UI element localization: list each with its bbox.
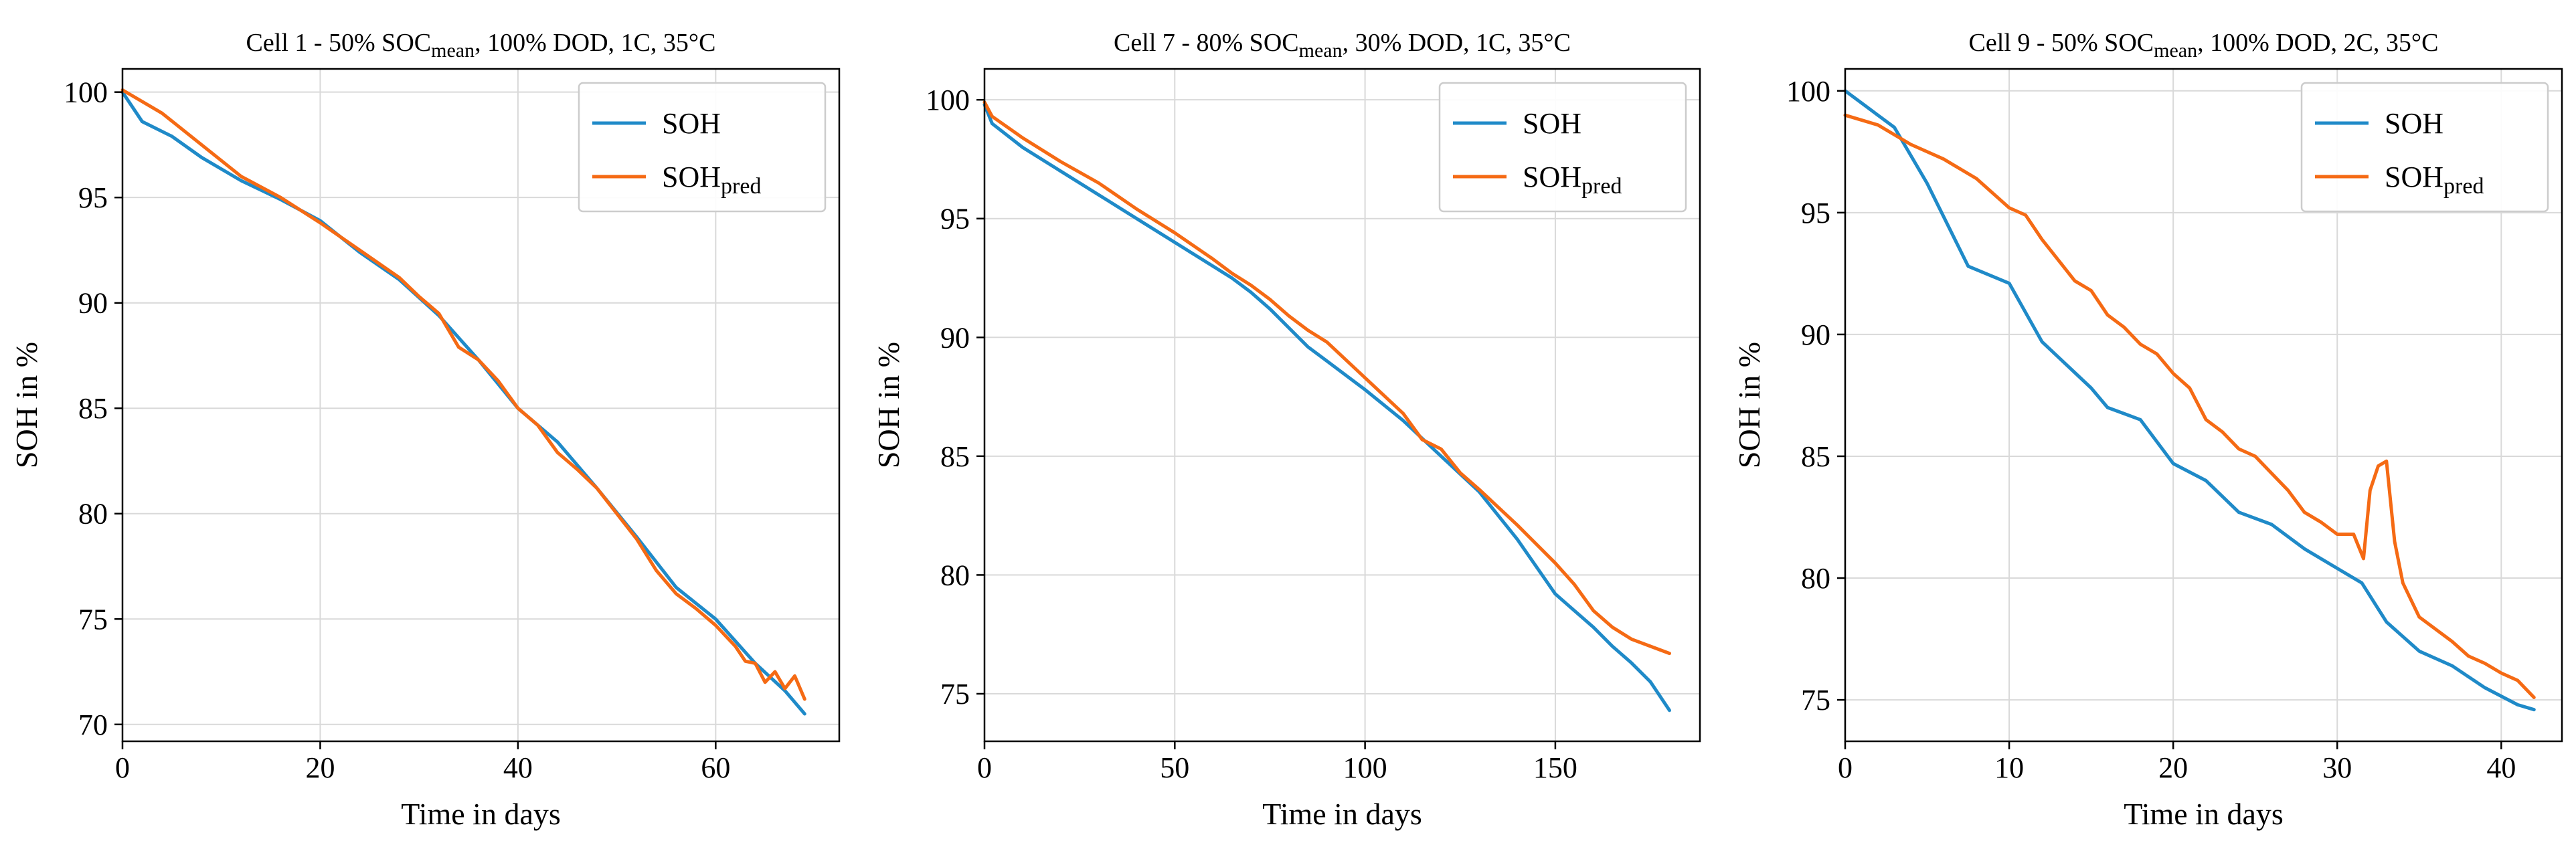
legend: SOH SOHpred xyxy=(1438,82,1687,213)
plot-frame xyxy=(1844,68,2563,743)
x-tick-label: 20 xyxy=(2158,751,2188,784)
x-tick-label: 40 xyxy=(2486,751,2516,784)
chart-title: Cell 7 - 80% SOCmean, 30% DOD, 1C, 35°C xyxy=(1114,29,1571,62)
soh-pred-series-line xyxy=(982,100,1671,656)
y-tick-label: 85 xyxy=(1801,440,1830,473)
y-tick-label: 80 xyxy=(940,559,970,591)
y-tick-label: 95 xyxy=(1801,197,1830,229)
y-axis-label: SOH in % xyxy=(1732,342,1766,468)
x-tick-label: 50 xyxy=(1160,751,1189,784)
soh-series-line xyxy=(1843,89,2536,712)
legend: SOH SOHpred xyxy=(578,82,827,213)
y-tick-label: 90 xyxy=(78,287,108,320)
x-tick-label: 30 xyxy=(2322,751,2352,784)
y-tick-label: 95 xyxy=(78,181,108,214)
x-axis-label: Time in days xyxy=(2124,797,2284,831)
x-tick-label: 10 xyxy=(1994,751,2024,784)
legend-soh-label: SOH xyxy=(662,107,721,140)
y-tick-label: 75 xyxy=(78,603,108,636)
chart-panel-cell-1: 0 20 40 60 70 75 80 85 90 95 100 Time in days SOH in… xyxy=(9,29,841,831)
soh-series-line xyxy=(982,102,1671,713)
x-tick-label: 0 xyxy=(1838,751,1853,784)
x-tick-label: 20 xyxy=(305,751,335,784)
legend-soh-label: SOH xyxy=(1523,107,1581,140)
legend-box xyxy=(578,82,827,213)
legend-soh-pred-label: SOHpred xyxy=(2385,161,2484,199)
y-tick-label: 85 xyxy=(940,440,970,473)
y-tick-label: 80 xyxy=(1801,562,1830,595)
y-tick-label: 100 xyxy=(64,76,108,109)
y-tick-label: 75 xyxy=(1801,684,1830,717)
y-tick-label: 80 xyxy=(78,498,108,531)
y-tick-label: 90 xyxy=(1801,318,1830,351)
y-tick-label: 85 xyxy=(78,392,108,425)
plot-frame xyxy=(983,68,1701,743)
legend-box xyxy=(1438,82,1687,213)
x-axis-label: Time in days xyxy=(401,797,561,831)
x-tick-label: 100 xyxy=(1343,751,1387,784)
soh-pred-series-line xyxy=(1843,113,2536,699)
y-tick-label: 100 xyxy=(926,84,970,116)
y-tick-label: 75 xyxy=(940,678,970,711)
legend-soh-pred-label: SOHpred xyxy=(1523,161,1622,199)
soh-pred-series-line xyxy=(120,88,806,701)
y-tick-label: 70 xyxy=(78,709,108,741)
chart-title: Cell 1 - 50% SOCmean, 100% DOD, 1C, 35°C xyxy=(246,29,716,62)
x-tick-label: 150 xyxy=(1533,751,1577,784)
chart-panel-cell-7: 0 50 100 150 75 80 85 90 95 100 Time in days SOH in… xyxy=(871,29,1701,831)
y-axis-label: SOH in % xyxy=(871,342,906,468)
x-tick-label: 60 xyxy=(701,751,730,784)
x-axis-label: Time in days xyxy=(1262,797,1422,831)
legend: SOH SOHpred xyxy=(2300,82,2549,213)
y-tick-label: 100 xyxy=(1786,75,1830,108)
x-tick-label: 40 xyxy=(503,751,533,784)
legend-soh-label: SOH xyxy=(2385,107,2443,140)
y-axis-label: SOH in % xyxy=(9,342,44,468)
chart-title: Cell 9 - 50% SOCmean, 100% DOD, 2C, 35°C xyxy=(1969,29,2439,62)
x-tick-label: 0 xyxy=(977,751,992,784)
soh-series-line xyxy=(120,90,806,716)
legend-box xyxy=(2300,82,2549,213)
y-tick-label: 90 xyxy=(940,321,970,354)
chart-panel-cell-9: 0 10 20 30 40 75 80 85 90 95 100 Time in days SOH in… xyxy=(1732,29,2563,831)
plot-frame xyxy=(121,68,841,743)
x-tick-label: 0 xyxy=(115,751,130,784)
y-tick-label: 95 xyxy=(940,203,970,236)
legend-soh-pred-label: SOHpred xyxy=(662,161,761,199)
